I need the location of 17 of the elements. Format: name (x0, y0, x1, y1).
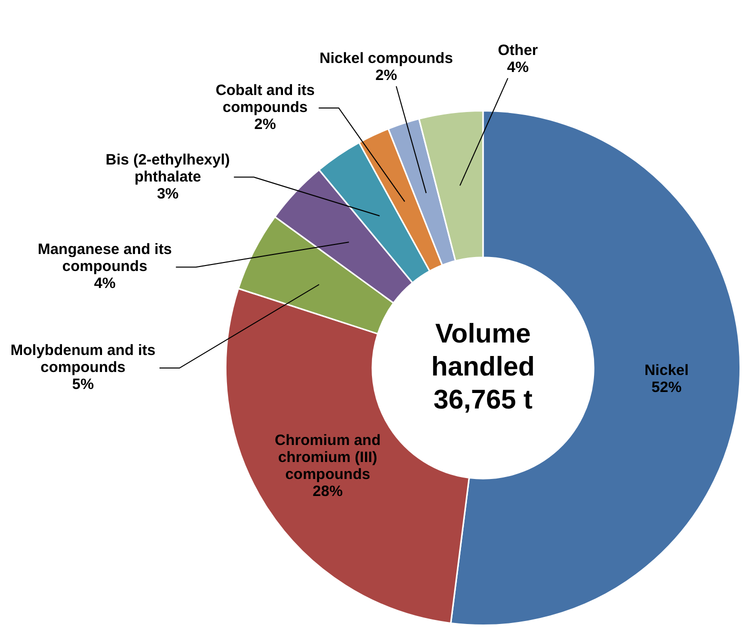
slice-label: Bis (2-ethylhexyl) phthalate (106, 151, 230, 186)
slice-label: Other (498, 42, 538, 59)
slice-label: Nickel compounds (320, 50, 453, 67)
text: Volume handled 36,765 t (431, 318, 535, 414)
slice-label: Manganese and its compounds (38, 241, 172, 276)
slice-label: Cobalt and its compounds (216, 82, 315, 116)
data-label: 5% (72, 376, 94, 394)
data-label: 2% (375, 66, 398, 84)
slice-label: Nickel (644, 362, 689, 380)
slice-label: Chromium and chromium (III) compounds (274, 432, 381, 484)
data-label: 4% (507, 58, 529, 76)
data-label: 2% (254, 116, 276, 134)
data-label: 28% (312, 483, 343, 500)
data-label: 3% (156, 185, 179, 202)
slice-label: Molybdenum and its compounds (10, 342, 156, 376)
data-label: 4% (94, 275, 116, 292)
data-label: 52% (652, 379, 682, 396)
